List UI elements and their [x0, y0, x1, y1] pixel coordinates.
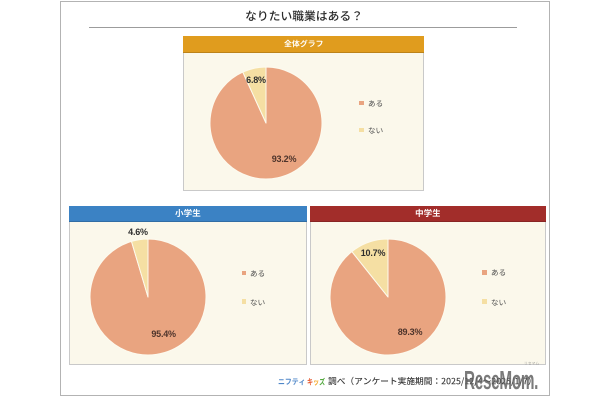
footer-brand-kids-glyphs [307, 377, 325, 386]
legend-label-1-0-glyphs [250, 270, 265, 277]
legend-swatch-1-1 [241, 299, 247, 304]
legend-label-1-0-wrap: ある [250, 269, 265, 278]
value-label-1-0: 95.4% [151, 329, 176, 339]
pie-slice-2-1 [351, 238, 389, 297]
pie-slice-0-0 [209, 66, 322, 180]
value-label-0-1: 6.8% [246, 75, 266, 85]
legend-label-0-0-wrap: ある [368, 99, 383, 108]
legend-label-2-0-glyphs [491, 269, 505, 277]
footer-brand-nifty-wrap: ニフティ [278, 377, 306, 387]
chart-header-title-1-wrap: 小学生 [175, 208, 201, 219]
chart-header-title-1: 小学生 [175, 208, 201, 219]
legend-swatch-2-1 [482, 299, 487, 304]
legend-label-1-1: ない [250, 298, 265, 307]
chart-header-0 [183, 36, 424, 53]
legend-swatch-1-0 [241, 270, 247, 276]
legend-label-0-1-wrap: ない [368, 126, 383, 135]
footer-brand-kids-wrap: キッズ [307, 377, 325, 387]
footer-brand-nifty: ニフティ [278, 377, 309, 387]
legend-label-0-1: ない [368, 126, 383, 135]
legend-label-1-1-glyphs [250, 298, 265, 306]
legend-label-2-0-wrap: ある [491, 268, 506, 277]
legend-label-0-0: ある [368, 99, 383, 108]
value-label-2-1: 10.7% [360, 248, 386, 258]
pie-chart-1 [89, 238, 207, 356]
page-title: なりたい職業はある？ [245, 9, 363, 23]
pie-slice-0-1 [241, 66, 266, 124]
pie-slice-1-1 [130, 238, 149, 298]
legend-label-0-1-glyphs [368, 126, 383, 134]
legend-label-1-0: ある [250, 269, 265, 278]
chart-header-title-0-wrap: 全体グラフ [283, 39, 324, 49]
page-title-glyphs [245, 10, 360, 21]
legend-label-1-1-wrap: ない [250, 298, 265, 307]
legend-label-2-1: ない [491, 298, 506, 307]
page-title-wrap: なりたい職業はある？ [245, 9, 363, 23]
pie-chart-0 [209, 66, 322, 180]
legend-label-2-1-wrap: ない [491, 298, 506, 307]
watermark-ruby: リセマム [524, 361, 539, 366]
chart-header-title-0-glyphs [283, 39, 323, 48]
legend-label-2-0: ある [491, 268, 506, 277]
chart-header-title-0: 全体グラフ [284, 39, 323, 49]
footer-note-glyphs [327, 376, 531, 386]
value-label-1-1: 4.6% [128, 226, 148, 237]
title-underline [89, 27, 517, 28]
chart-header-title-2-wrap: 中学生 [415, 208, 441, 219]
chart-header-title-2-glyphs [415, 208, 440, 217]
chart-header-title-1-glyphs [175, 208, 201, 217]
legend-label-2-1-glyphs [491, 298, 506, 306]
watermark-ruby-wrap: リセマム [524, 361, 539, 366]
footer-note-wrap: 調べ（アンケート実施期間：2025/12/4～2025/1/7） [327, 376, 537, 387]
legend-label-0-0-glyphs [368, 100, 382, 107]
chart-header-title-2: 中学生 [415, 208, 441, 219]
legend-swatch-0-0 [359, 100, 364, 106]
legend-swatch-2-0 [482, 270, 487, 275]
value-label-2-0: 89.3% [397, 326, 423, 337]
legend-swatch-0-1 [359, 127, 364, 133]
watermark: ReseMom. [464, 367, 539, 395]
value-label-0-0: 93.2% [271, 153, 297, 164]
watermark-ruby-glyphs [524, 361, 539, 365]
pie-chart-2 [329, 238, 447, 355]
